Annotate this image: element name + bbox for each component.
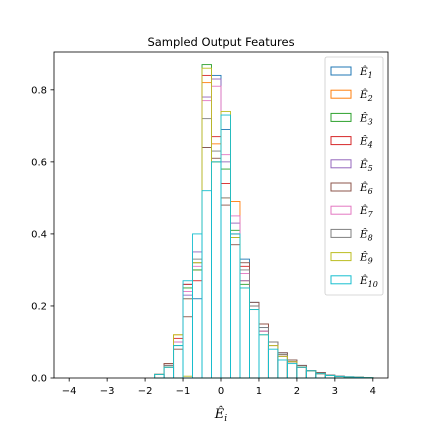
legend-swatch [330, 136, 352, 146]
legend-label: Ê1 [359, 64, 373, 80]
x-tick-label: 1 [256, 386, 262, 397]
y-tick-label: 0.2 [31, 301, 47, 312]
x-tick-label: 4 [370, 386, 376, 397]
legend-swatch [330, 275, 352, 285]
y-tick-label: 0.8 [31, 85, 47, 96]
legend-swatch [330, 112, 352, 122]
legend-swatch [330, 159, 352, 169]
legend-swatch [330, 252, 352, 262]
legend-swatch [330, 89, 352, 99]
chart-title: Sampled Output Features [147, 35, 294, 49]
legend-swatch [330, 182, 352, 192]
x-axis-label: Êi [214, 406, 228, 424]
legend-label: Ê5 [359, 157, 373, 173]
y-tick-label: 0.4 [31, 229, 47, 240]
y-axis: 0.0 0.2 0.4 0.6 0.8 [31, 85, 54, 385]
x-tick-label: −1 [176, 386, 191, 397]
legend-swatch [330, 66, 352, 76]
x-tick-label: −4 [62, 386, 77, 397]
x-axis: −4 −3 −2 −1 0 1 2 3 4 [62, 378, 376, 397]
legend-label: Ê7 [359, 203, 374, 219]
x-tick-label: 2 [294, 386, 300, 397]
legend-label: Ê9 [359, 250, 373, 266]
legend-label: Ê4 [359, 134, 373, 150]
x-tick-label: 0 [218, 386, 224, 397]
legend-label: Ê10 [359, 273, 378, 289]
x-tick-label: −3 [100, 386, 115, 397]
legend: Ê1 Ê2 Ê3 Ê4 Ê5 Ê6 Ê7 Ê8 Ê9 Ê10 [324, 56, 384, 296]
legend-label: Ê3 [359, 110, 373, 126]
legend-box [324, 56, 384, 296]
y-tick-label: 0.0 [31, 374, 47, 385]
y-tick-label: 0.6 [31, 157, 47, 168]
legend-swatch [330, 228, 352, 238]
legend-swatch [330, 205, 352, 215]
legend-label: Ê6 [359, 180, 373, 196]
legend-label: Ê2 [359, 87, 373, 103]
x-tick-label: 3 [332, 386, 338, 397]
x-tick-label: −2 [138, 386, 153, 397]
legend-label: Ê8 [359, 226, 373, 242]
